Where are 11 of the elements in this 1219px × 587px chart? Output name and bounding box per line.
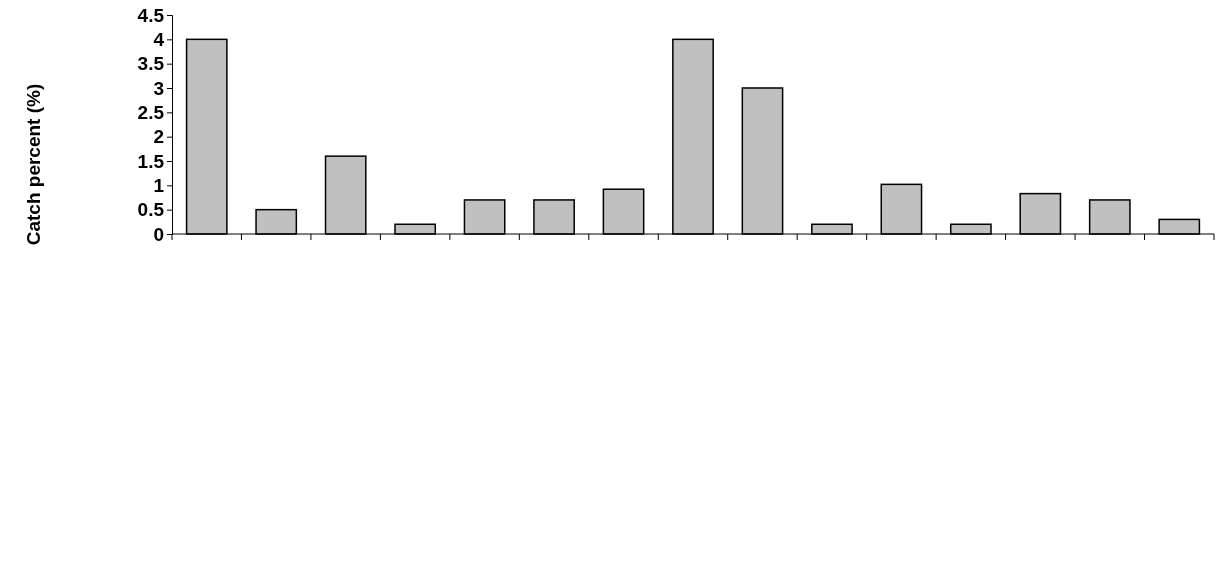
y-tick-label: 3 [153,77,164,99]
y-axis-title: Catch percent (%) [23,83,44,246]
y-tick-label: 0.5 [137,199,165,221]
y-tick-label: 4.5 [137,4,165,26]
y-tick-label: 1.5 [137,150,165,172]
y-tick-label: 2 [153,126,164,148]
y-tick-label: 1 [153,174,165,196]
y-tick-label: 3.5 [137,53,165,75]
y-tick-label: 4 [153,28,165,50]
y-tick-label: 0 [153,223,164,245]
y-tick-label: 2.5 [137,101,165,123]
